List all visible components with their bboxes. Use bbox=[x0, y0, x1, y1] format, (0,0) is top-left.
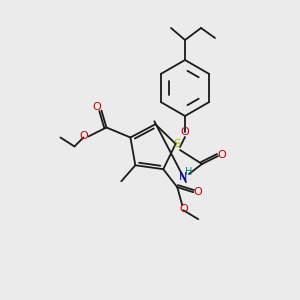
Text: O: O bbox=[79, 131, 88, 142]
Text: S: S bbox=[173, 139, 180, 149]
Text: O: O bbox=[181, 127, 189, 137]
Text: O: O bbox=[92, 103, 101, 112]
Text: H: H bbox=[185, 167, 193, 177]
Text: O: O bbox=[179, 204, 188, 214]
Text: O: O bbox=[218, 150, 226, 160]
Text: N: N bbox=[179, 172, 187, 182]
Text: O: O bbox=[193, 187, 202, 197]
